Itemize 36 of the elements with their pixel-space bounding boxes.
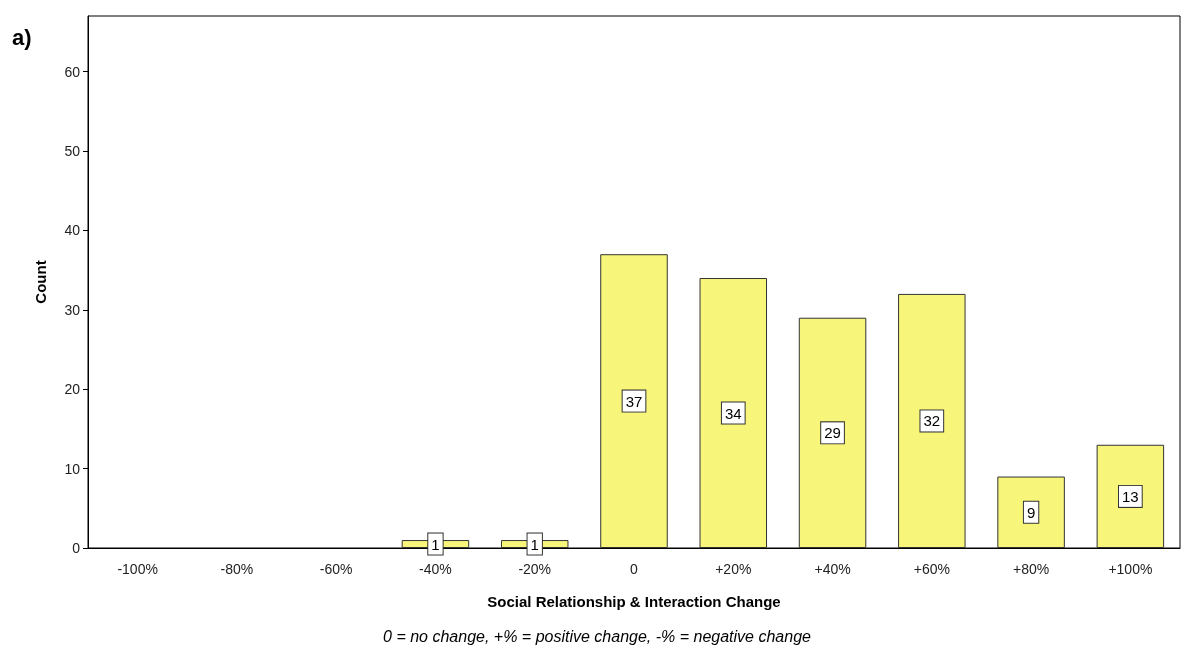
- data-label: 1: [530, 535, 539, 553]
- y-tick-label: 30: [64, 301, 81, 318]
- data-label: 34: [724, 404, 742, 422]
- data-label: 9: [1026, 503, 1036, 521]
- bar: [600, 254, 668, 548]
- y-tick-label: 60: [64, 63, 81, 80]
- x-tick-label: -20%: [518, 561, 552, 577]
- x-tick-label: -40%: [419, 561, 452, 577]
- y-tick-label: 20: [64, 381, 81, 398]
- data-label: 1: [431, 535, 440, 553]
- data-label: 29: [824, 424, 841, 442]
- x-tick-label: -100%: [117, 561, 158, 577]
- y-tick-label: 40: [64, 222, 81, 239]
- x-tick-label: +100%: [1108, 561, 1153, 577]
- x-axis-title: Social Relationship & Interaction Change: [487, 593, 781, 610]
- y-tick-label: 50: [64, 142, 81, 159]
- bar: [997, 476, 1065, 548]
- y-tick-label: 10: [64, 460, 81, 477]
- data-label: 37: [625, 392, 643, 410]
- x-tick-label: +20%: [715, 561, 752, 577]
- bar: [1096, 444, 1165, 548]
- data-label: 13: [1122, 487, 1139, 505]
- data-label: 32: [923, 412, 941, 430]
- bar: [798, 317, 867, 548]
- x-tick-label: +60%: [913, 561, 950, 577]
- x-tick-label: -80%: [220, 561, 254, 577]
- x-tick-label: 0: [630, 561, 639, 577]
- x-tick-label: +40%: [814, 561, 851, 577]
- x-tick-label: +80%: [1012, 561, 1050, 577]
- text: a): [12, 24, 32, 50]
- x-tick-label: -60%: [319, 561, 353, 577]
- bar: [898, 293, 966, 548]
- y-tick-label: 0: [72, 540, 81, 556]
- text: 0 = no change, +% = positive change, -% = negative change: [383, 627, 812, 645]
- bar: [699, 278, 768, 548]
- y-axis-title: Count: [32, 260, 49, 304]
